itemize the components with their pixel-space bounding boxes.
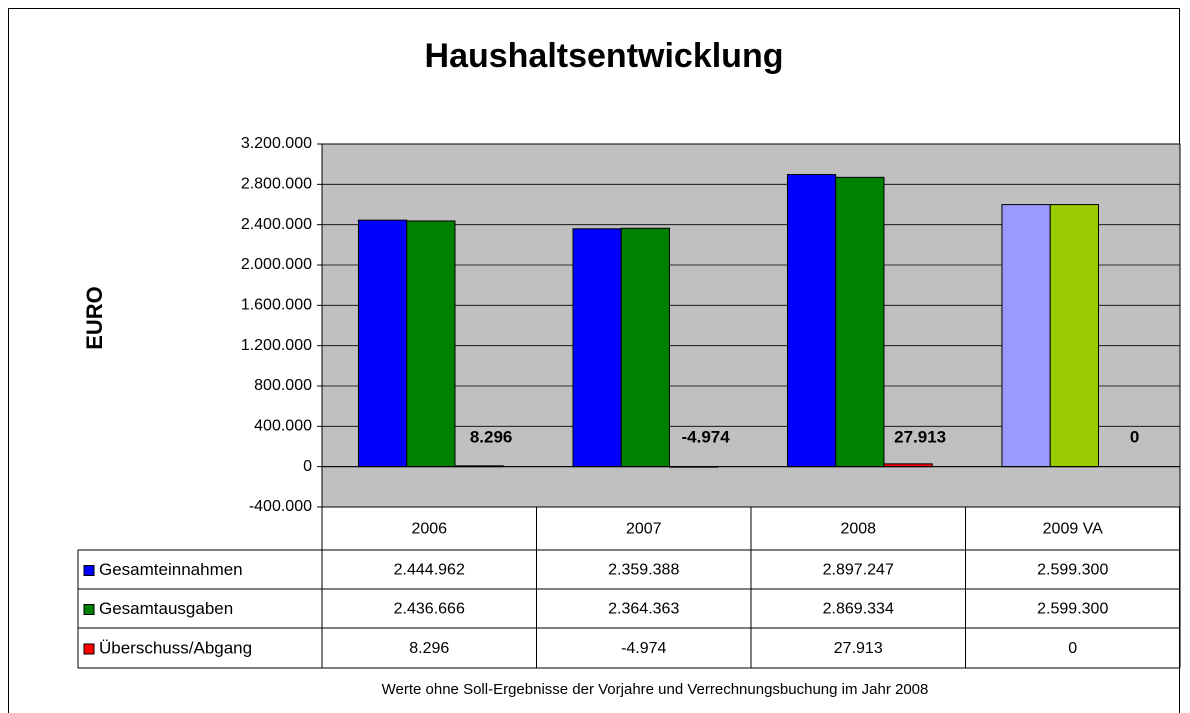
data-label: 27.913 — [894, 427, 946, 446]
y-tick-label: 2.400.000 — [241, 216, 312, 233]
bar — [1001, 204, 1051, 468]
y-tick-label: 0 — [303, 458, 312, 475]
bar — [835, 176, 885, 468]
bar — [620, 227, 670, 468]
chart-title: Haushaltsentwicklung — [425, 37, 784, 75]
table-cell: 2.599.300 — [1037, 562, 1108, 579]
y-tick-label: 2.800.000 — [241, 176, 312, 193]
data-label: -4.974 — [682, 427, 731, 446]
table-cell: 2.897.247 — [823, 562, 894, 579]
footnote: Werte ohne Soll-Ergebnisse der Vorjahre … — [382, 681, 929, 698]
table-cell: 27.913 — [834, 640, 883, 657]
table-cell: 2.444.962 — [394, 562, 465, 579]
y-tick-label: -400.000 — [249, 498, 312, 515]
data-label: 8.296 — [470, 427, 513, 446]
bar — [357, 219, 408, 468]
table-cell: 0 — [1068, 640, 1077, 657]
x-tick-label: 2006 — [411, 521, 447, 538]
bar — [786, 174, 837, 468]
y-tick-label: 1.200.000 — [241, 337, 312, 354]
x-tick-label: 2007 — [626, 521, 662, 538]
table-cell: -4.974 — [621, 640, 666, 657]
y-tick-label: 400.000 — [254, 418, 312, 435]
table-cell: 2.436.666 — [394, 601, 465, 618]
y-tick-label: 1.600.000 — [241, 297, 312, 314]
data-label: 0 — [1130, 427, 1139, 446]
legend-key — [83, 565, 95, 576]
legend-key — [83, 643, 95, 655]
y-tick-label: 800.000 — [254, 377, 312, 394]
table-cell: 2.599.300 — [1037, 601, 1108, 618]
bar — [406, 220, 456, 468]
legend-label: Gesamteinnahmen — [99, 560, 243, 579]
bar — [572, 228, 622, 468]
y-tick-label: 2.000.000 — [241, 256, 312, 273]
x-tick-label: 2008 — [840, 521, 876, 538]
x-tick-label: 2009 VA — [1043, 521, 1104, 538]
table-cell: 2.359.388 — [608, 562, 679, 579]
y-axis-label: EURO — [82, 286, 107, 350]
table-cell: 8.296 — [409, 640, 449, 657]
table-cell: 2.364.363 — [608, 601, 679, 618]
bar — [1049, 204, 1099, 468]
y-tick-label: 3.200.000 — [241, 135, 312, 152]
legend-label: Gesamtausgaben — [99, 599, 233, 618]
table-cell: 2.869.334 — [823, 601, 894, 618]
legend-label: Überschuss/Abgang — [99, 638, 252, 657]
legend-key — [83, 604, 95, 615]
